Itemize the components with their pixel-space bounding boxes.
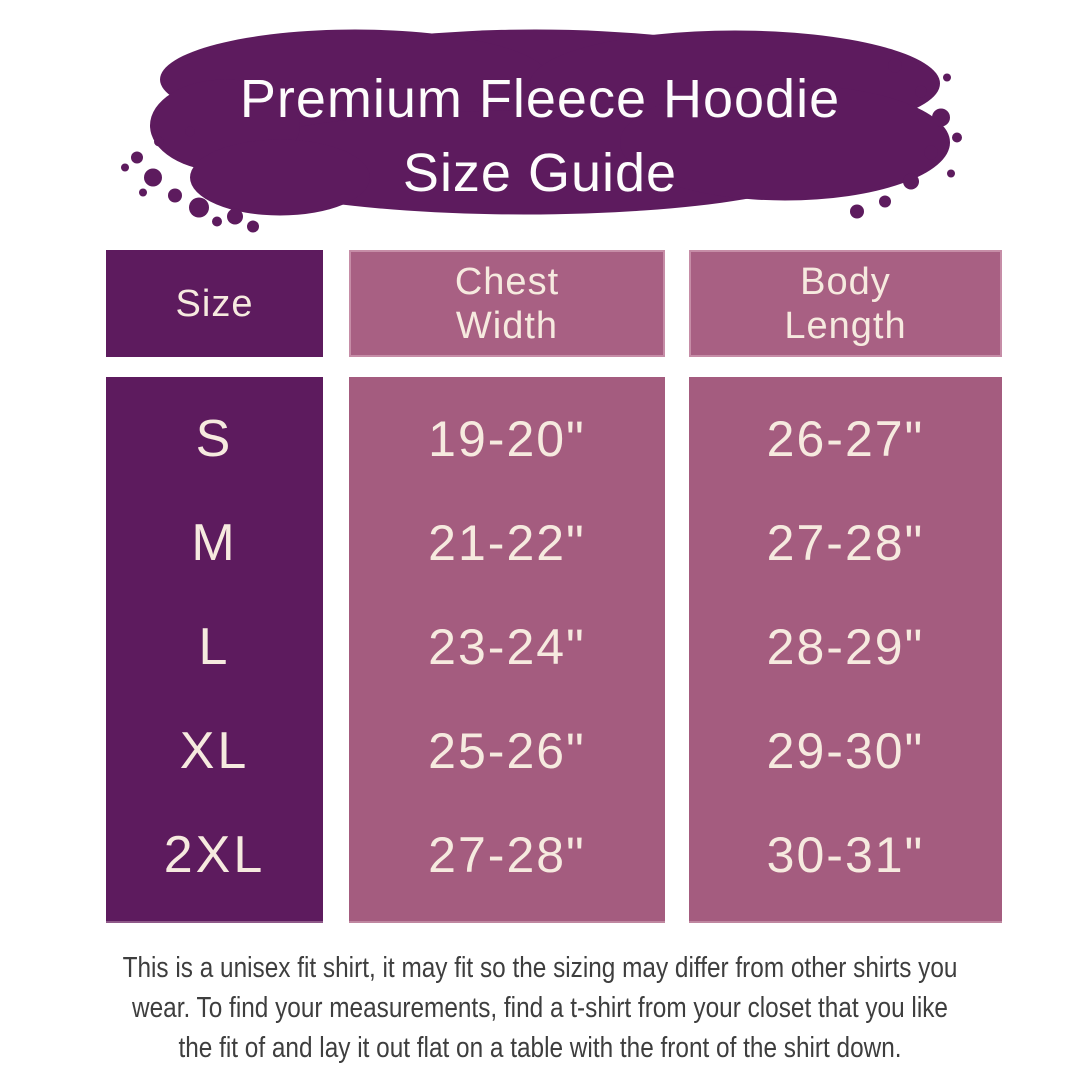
page-title-line2: Size Guide	[402, 143, 678, 203]
chest-width-line1: Chest	[454, 260, 560, 303]
body-length-value: 28-29"	[766, 619, 925, 675]
brush-stroke-icon	[121, 29, 962, 233]
column-header-chest-width-label: Chest Width	[455, 260, 559, 348]
fit-note-line2: wear. To find your measurements, find a …	[132, 992, 948, 1024]
size-value: M	[191, 514, 238, 572]
body-length-value: 30-31"	[766, 827, 925, 883]
fit-note: This is a unisex fit shirt, it may fit s…	[0, 948, 1080, 1068]
column-header-size: Size	[106, 250, 323, 357]
fit-note-line1: This is a unisex fit shirt, it may fit s…	[122, 952, 958, 984]
body-length-line1: Body	[800, 260, 891, 303]
size-value: S	[195, 410, 234, 468]
chest-width-value: 27-28"	[428, 827, 586, 883]
chest-width-value: 23-24"	[428, 619, 586, 675]
chest-width-value: 19-20"	[428, 411, 586, 467]
column-header-size-label: Size	[175, 282, 254, 325]
column-header-body-length: Body Length	[689, 250, 1002, 357]
chest-width-value: 21-22"	[428, 515, 586, 571]
size-value: 2XL	[163, 826, 266, 884]
body-length-value: 26-27"	[766, 411, 925, 467]
chest-width-column: 19-20" 21-22" 23-24" 25-26" 27-28"	[349, 377, 665, 923]
body-length-line2: Length	[784, 304, 907, 347]
body-length-value: 27-28"	[766, 515, 925, 571]
page-title-line1: Premium Fleece Hoodie	[239, 69, 841, 129]
size-value: XL	[179, 722, 250, 780]
size-value: L	[198, 618, 231, 676]
brush-stroke-banner	[95, 5, 985, 235]
size-column: S M L XL 2XL	[106, 377, 323, 923]
column-header-chest-width: Chest Width	[349, 250, 665, 357]
column-header-body-length-label: Body Length	[784, 260, 906, 348]
chest-width-line2: Width	[455, 304, 559, 347]
chest-width-value: 25-26"	[428, 723, 586, 779]
body-length-value: 29-30"	[766, 723, 925, 779]
fit-note-line3: the fit of and lay it out flat on a tabl…	[178, 1032, 902, 1064]
page-title: Premium Fleece Hoodie Size Guide	[0, 62, 1080, 210]
body-length-column: 26-27" 27-28" 28-29" 29-30" 30-31"	[689, 377, 1002, 923]
